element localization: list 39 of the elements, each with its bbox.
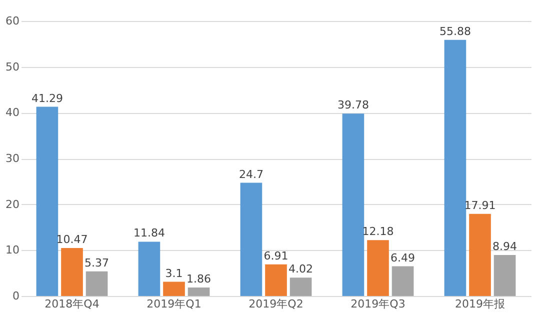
x-tick-label: 2018年Q4 bbox=[44, 298, 100, 310]
bar bbox=[494, 255, 516, 296]
data-label: 4.02 bbox=[288, 262, 314, 276]
bar bbox=[367, 240, 389, 296]
y-tick-label: 60 bbox=[6, 14, 20, 28]
bar bbox=[265, 264, 287, 296]
data-label: 6.49 bbox=[390, 251, 416, 264]
x-tick-label: 2019年报 bbox=[455, 298, 505, 310]
data-label: 41.29 bbox=[31, 92, 63, 105]
x-tick-label: 2019年Q1 bbox=[146, 298, 202, 310]
bar bbox=[392, 266, 414, 296]
bar bbox=[290, 278, 312, 296]
y-tick-label: 30 bbox=[6, 152, 20, 165]
bar bbox=[240, 182, 262, 296]
data-label: 39.78 bbox=[337, 98, 369, 112]
bar bbox=[163, 282, 185, 296]
bar bbox=[86, 271, 108, 296]
bar bbox=[61, 248, 83, 296]
bar bbox=[342, 114, 364, 296]
y-tick-label: 10 bbox=[6, 244, 20, 257]
bar bbox=[188, 287, 210, 296]
bar bbox=[444, 40, 466, 296]
bar bbox=[138, 242, 160, 296]
data-label: 11.84 bbox=[133, 226, 165, 240]
x-tick-label: 2019年Q3 bbox=[350, 298, 406, 310]
data-label: 55.88 bbox=[439, 24, 471, 38]
data-label: 5.37 bbox=[84, 256, 110, 270]
y-tick-label: 40 bbox=[6, 106, 20, 120]
x-tick-label: 2019年Q2 bbox=[248, 298, 304, 310]
bar bbox=[36, 106, 58, 296]
data-label: 1.86 bbox=[186, 272, 212, 286]
y-tick-label: 50 bbox=[6, 60, 20, 74]
bar bbox=[469, 214, 491, 296]
y-tick-label: 20 bbox=[6, 198, 20, 211]
data-label: 6.91 bbox=[264, 249, 288, 262]
data-label: 3.1 bbox=[165, 266, 183, 280]
data-label: 8.94 bbox=[492, 240, 518, 254]
y-tick-label: 0 bbox=[12, 290, 20, 302]
data-label: 24.7 bbox=[238, 168, 264, 181]
